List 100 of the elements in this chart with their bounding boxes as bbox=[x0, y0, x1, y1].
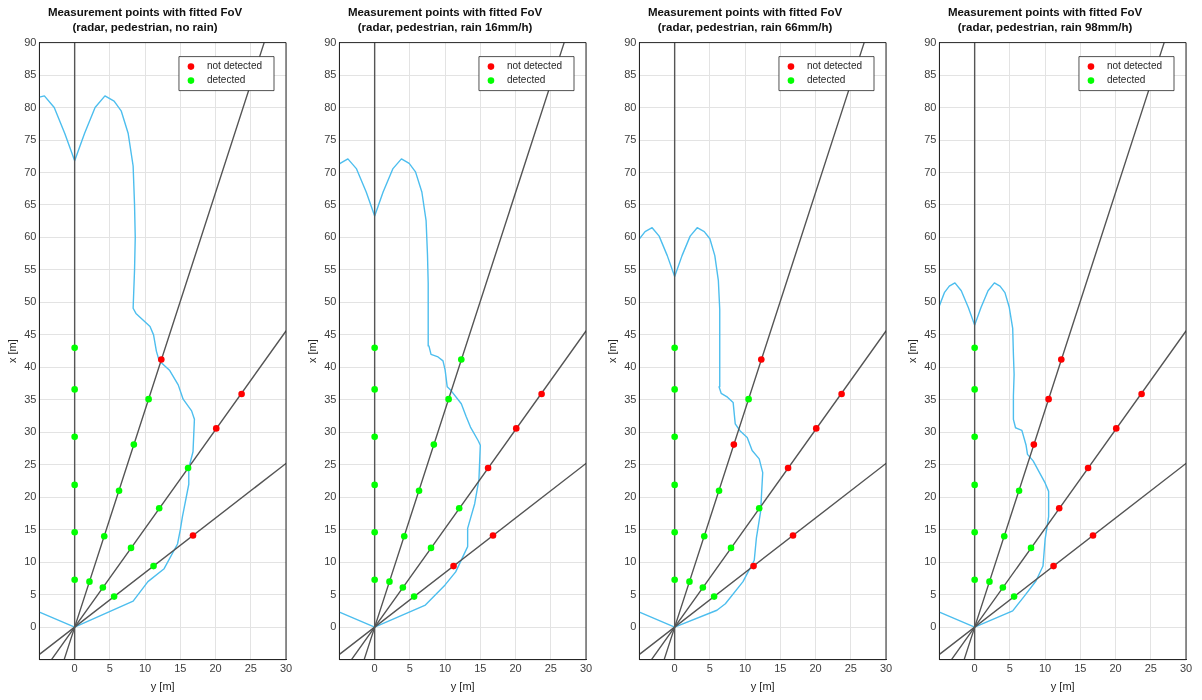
point bbox=[512, 425, 520, 432]
point bbox=[1027, 544, 1035, 552]
point bbox=[99, 584, 107, 591]
y-tick-label: 75 bbox=[24, 133, 37, 146]
point bbox=[986, 578, 993, 585]
y-tick-label: 85 bbox=[324, 68, 337, 81]
y-tick-label: 30 bbox=[324, 425, 337, 438]
legend-label: not detected bbox=[806, 60, 862, 72]
y-tick-label: 25 bbox=[24, 457, 37, 470]
point bbox=[371, 529, 378, 536]
x-tick-label: 5 bbox=[706, 662, 713, 675]
x-axis-title: y [m] bbox=[750, 680, 775, 693]
point bbox=[184, 464, 192, 472]
point bbox=[110, 593, 118, 600]
y-tick-label: 45 bbox=[24, 327, 37, 340]
y-tick-label: 90 bbox=[324, 35, 337, 48]
y-tick-label: 85 bbox=[624, 68, 637, 81]
point bbox=[71, 344, 78, 352]
y-tick-label: 30 bbox=[624, 425, 637, 438]
point bbox=[686, 578, 693, 585]
y-tick-label: 35 bbox=[924, 392, 937, 405]
x-tick-label: 20 bbox=[209, 662, 222, 675]
point bbox=[1058, 356, 1065, 363]
y-tick-label: 40 bbox=[24, 360, 37, 373]
point bbox=[730, 441, 738, 448]
point bbox=[784, 464, 792, 472]
point bbox=[1084, 464, 1092, 472]
chart-title: Measurement points with fitted FoV bbox=[647, 6, 843, 19]
y-tick-label: 5 bbox=[930, 587, 937, 600]
point bbox=[71, 529, 78, 536]
point bbox=[971, 576, 978, 584]
point bbox=[445, 395, 452, 403]
point bbox=[71, 386, 78, 393]
point bbox=[971, 481, 978, 489]
x-tick-label: 5 bbox=[1006, 662, 1013, 675]
point bbox=[715, 487, 723, 495]
y-tick-label: 75 bbox=[924, 133, 937, 146]
y-tick-label: 50 bbox=[924, 295, 937, 308]
point bbox=[399, 584, 407, 591]
y-tick-label: 70 bbox=[624, 165, 637, 178]
x-tick-label: 0 bbox=[371, 662, 378, 675]
point bbox=[745, 395, 752, 403]
y-tick-label: 25 bbox=[324, 457, 337, 470]
y-axis-title: x [m] bbox=[905, 339, 918, 364]
y-tick-label: 15 bbox=[624, 522, 637, 535]
point bbox=[1030, 441, 1038, 448]
point bbox=[971, 433, 978, 441]
point bbox=[1055, 504, 1063, 512]
x-tick-label: 0 bbox=[71, 662, 78, 675]
y-tick-label: 0 bbox=[330, 620, 337, 633]
legend-label: detected bbox=[506, 74, 546, 86]
x-tick-label: 30 bbox=[879, 662, 893, 675]
x-tick-label: 10 bbox=[438, 662, 452, 675]
point bbox=[127, 544, 135, 552]
point bbox=[838, 390, 845, 398]
y-tick-label: 40 bbox=[624, 360, 637, 373]
y-tick-label: 90 bbox=[924, 35, 937, 48]
x-tick-label: 20 bbox=[1109, 662, 1122, 675]
point bbox=[755, 504, 763, 512]
chart-title: Measurement points with fitted FoV bbox=[47, 6, 243, 19]
point bbox=[371, 433, 378, 441]
point bbox=[427, 544, 435, 552]
y-tick-label: 50 bbox=[624, 295, 637, 308]
point bbox=[115, 487, 123, 495]
x-tick-label: 0 bbox=[971, 662, 978, 675]
legend-label: detected bbox=[1106, 74, 1146, 86]
point bbox=[671, 433, 678, 441]
point bbox=[71, 576, 78, 584]
y-tick-label: 15 bbox=[324, 522, 337, 535]
point bbox=[212, 425, 220, 432]
x-tick-label: 20 bbox=[809, 662, 822, 675]
point bbox=[158, 356, 165, 363]
point bbox=[1000, 532, 1008, 540]
point bbox=[671, 344, 678, 352]
point bbox=[671, 481, 678, 489]
y-tick-label: 5 bbox=[30, 587, 37, 600]
y-tick-label: 45 bbox=[324, 327, 337, 340]
point bbox=[371, 481, 378, 489]
y-tick-label: 20 bbox=[24, 490, 37, 503]
chart-subtitle: (radar, pedestrian, rain 66mm/h) bbox=[657, 20, 833, 33]
y-tick-label: 85 bbox=[24, 68, 37, 81]
point bbox=[386, 578, 393, 585]
y-tick-label: 70 bbox=[24, 165, 37, 178]
y-tick-label: 20 bbox=[624, 490, 637, 503]
point bbox=[671, 529, 678, 536]
y-tick-label: 60 bbox=[324, 230, 337, 243]
chart-subtitle: (radar, pedestrian, rain 98mm/h) bbox=[957, 20, 1133, 33]
point bbox=[86, 578, 93, 585]
y-tick-label: 70 bbox=[324, 165, 337, 178]
point bbox=[71, 433, 78, 441]
y-tick-label: 0 bbox=[930, 620, 937, 633]
y-tick-label: 70 bbox=[924, 165, 937, 178]
point bbox=[789, 532, 797, 539]
y-tick-label: 20 bbox=[324, 490, 337, 503]
point bbox=[812, 425, 820, 432]
point bbox=[145, 395, 152, 403]
y-tick-label: 25 bbox=[624, 457, 637, 470]
legend-label: detected bbox=[806, 74, 846, 86]
y-tick-label: 80 bbox=[624, 100, 637, 113]
point bbox=[189, 532, 197, 539]
